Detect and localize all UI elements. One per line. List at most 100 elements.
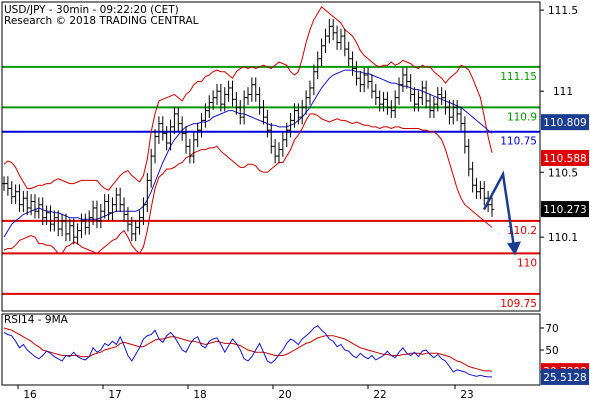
ohlc-bar [246, 87, 250, 105]
ohlc-bar [102, 194, 107, 219]
ohlc-bar [257, 87, 262, 115]
ohlc-bar [184, 126, 189, 154]
ohlc-bar [160, 116, 165, 141]
ohlc-bar [242, 90, 247, 125]
rsi-badge-label-1: 25.5128 [543, 372, 586, 384]
ohlc-bar [482, 181, 487, 206]
ohlc-bar [164, 126, 169, 151]
rsi-panel [3, 325, 493, 378]
ohlc-bar [323, 28, 328, 54]
ohlc-bar [60, 213, 65, 237]
ohlc-bar [296, 103, 301, 125]
price-frame [1, 1, 541, 312]
ohlc-bar [211, 90, 216, 110]
ohlc-bar [52, 210, 57, 232]
ohlc-bar [63, 213, 68, 242]
ohlc-bar [404, 67, 409, 89]
ohlc-bar [40, 197, 45, 225]
bollinger-lower [3, 113, 493, 255]
ohlc-bar [397, 77, 402, 105]
xtick-1: 17 [108, 389, 121, 400]
ohlc-bar [459, 106, 464, 131]
ohlc-bar [122, 197, 127, 222]
ohlc-bar [129, 216, 134, 242]
ohlc-bar [400, 67, 405, 92]
rsi-line [3, 325, 492, 378]
ohlc-bar [369, 74, 374, 99]
ohlc-bar [203, 103, 208, 128]
ohlc-bar [195, 122, 200, 148]
ohlc-bar [474, 177, 479, 200]
ohlc-bar [253, 77, 258, 102]
ohlc-bar [234, 92, 239, 115]
ohlc-bar [133, 220, 138, 242]
ohlc-bar [451, 100, 456, 125]
price-ytick-2: 110.5 [548, 167, 578, 179]
ohlc-bar [408, 74, 413, 102]
chart-subtitle: Research © 2018 TRADING CENTRAL [4, 15, 199, 27]
ohlc-bar [156, 116, 161, 144]
level-label-0: 111.15 [500, 71, 537, 83]
ohlc-bar [207, 95, 212, 118]
ohlc-bar [265, 109, 270, 138]
ohlc-bar [79, 213, 84, 238]
ohlc-bar [118, 187, 123, 212]
ohlc-bar [110, 197, 115, 221]
ohlc-bar [273, 139, 278, 164]
ohlc-bar [75, 223, 80, 245]
rsi-ytick-1: 50 [545, 345, 558, 357]
level-label-4: 110 [517, 257, 537, 269]
ohlc-bar [443, 90, 448, 115]
ohlc-bar [331, 19, 336, 41]
level-label-3: 110.2 [507, 225, 537, 237]
ohlc-bar [335, 25, 340, 50]
forecast-arrow-line [482, 170, 516, 248]
ohlc-bar [412, 87, 417, 112]
ohlc-bar [114, 187, 119, 212]
ohlc-bar [338, 28, 343, 50]
ohlc-bar [125, 207, 130, 232]
ohlc-bar [304, 90, 309, 115]
ohlc-bar [5, 176, 10, 196]
price-badge-label-1: 110.588 [543, 153, 586, 165]
ohlc-bar [83, 213, 88, 235]
ohlc-bar [288, 113, 293, 138]
xtick-3: 20 [278, 389, 291, 400]
ohlc-bar [424, 80, 429, 109]
price-badge-label-2: 110.273 [543, 204, 586, 216]
ohlc-bar [137, 210, 142, 235]
ohlc-bar [362, 67, 367, 92]
ohlc-bar [327, 19, 332, 44]
price-badge-label-0: 110.809 [543, 117, 586, 129]
ohlc-bar [44, 205, 49, 225]
ohlc-bar [478, 181, 483, 200]
ohlc-bar [141, 197, 146, 225]
ohlc-bar [176, 106, 181, 131]
chart-title: USD/JPY - 30min - 09:22:20 (CET) [4, 4, 179, 16]
ohlc-bar [29, 194, 34, 216]
forecast-arrow-head [507, 241, 521, 256]
ohlc-bar [261, 100, 266, 125]
level-label-1: 110.9 [507, 111, 537, 123]
ohlc-bar [149, 148, 154, 188]
ohlc-bar [342, 28, 347, 57]
ohlc-bar [447, 100, 452, 125]
ohlc-bar [366, 67, 371, 89]
ohlc-bar [280, 132, 285, 157]
ohlc-bar [32, 194, 37, 219]
xtick-0: 16 [23, 389, 37, 400]
ohlc-bar [25, 190, 30, 216]
ohlc-bar [187, 139, 192, 164]
price-panel: 111.15 110.9 110.75 110.2 110 109.75 [2, 6, 540, 310]
ohlc-bar [466, 139, 471, 177]
ohlc-bar [180, 116, 185, 141]
ohlc-bar [226, 80, 231, 102]
ohlc-bar [307, 80, 312, 105]
ohlc-bar [416, 90, 421, 112]
ohlc-bar [71, 218, 76, 245]
rsi-ma-line [3, 327, 493, 372]
ohlc-bar [315, 51, 320, 80]
price-ytick-1: 111 [553, 86, 573, 98]
price-ytick-3: 110.1 [548, 232, 578, 244]
